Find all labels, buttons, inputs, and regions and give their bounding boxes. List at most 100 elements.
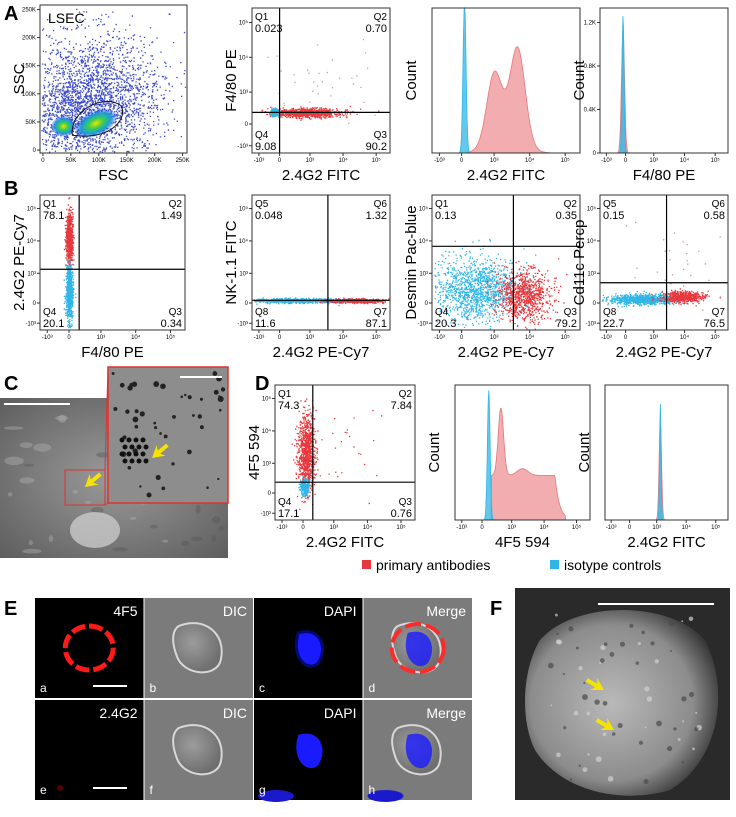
fenestra [146, 492, 152, 498]
y-tick-label: 10³ [239, 90, 248, 96]
x-axis-label: F4/80 PE [81, 344, 144, 361]
panel-label: F [490, 598, 502, 620]
quadrant-name: Q6 [712, 199, 726, 210]
sem-texture [19, 442, 33, 448]
tile-letter: c [259, 681, 265, 695]
sem-texture [84, 500, 91, 504]
y-tick-label: 200K [22, 36, 36, 42]
sem-texture [573, 710, 579, 716]
quadrant-value: 11.6 [255, 318, 276, 330]
tile-background [35, 598, 144, 698]
x-tick-label: -10³ [606, 525, 617, 531]
sem-texture [28, 539, 33, 546]
sem-texture [644, 726, 647, 729]
quadrant-value: 90.2 [366, 141, 387, 153]
fenestra [154, 426, 158, 430]
sem-texture [575, 646, 579, 650]
plot-area [40, 195, 185, 330]
quadrant-value: 17.1 [278, 508, 299, 520]
x-tick-label: 10⁵ [396, 524, 406, 531]
x-tick-label: 0 [460, 158, 464, 164]
x-tick-label: 10⁴ [525, 334, 535, 341]
sem-texture [617, 723, 623, 729]
quadrant-value: 0.048 [255, 210, 283, 222]
fenestra [119, 382, 125, 388]
plot-frame [274, 384, 416, 521]
sem-texture [556, 752, 561, 758]
fenestra [199, 397, 203, 401]
y-tick-label: 10⁴ [587, 238, 597, 245]
plot-frame [251, 7, 391, 154]
x-axis-label: 2.4G2 FITC [306, 534, 385, 551]
fenestra [172, 415, 176, 419]
quadrant-value: 79.2 [556, 318, 577, 330]
sem-texture [149, 524, 158, 529]
y-axis-label: Count [426, 432, 443, 473]
x-axis-label: F4/80 PE [633, 167, 696, 184]
sem-texture [22, 548, 42, 554]
tile-label: Merge [426, 603, 466, 619]
x-tick-label: 0 [278, 158, 282, 164]
y-tick-label: 10⁴ [419, 238, 429, 245]
x-tick-label: 10⁴ [680, 157, 690, 164]
quadrant-name: Q3 [564, 307, 578, 318]
micrograph-tile: DAPI c [254, 598, 363, 698]
y-tick-label: 10⁴ [27, 238, 37, 245]
fenestra [220, 387, 226, 392]
y-tick-label: 1.2K [584, 21, 596, 27]
x-tick-label: 10⁴ [338, 157, 348, 164]
x-tick-label: -10³ [277, 525, 288, 531]
x-tick-label: 0 [624, 335, 628, 341]
sem-texture [587, 753, 590, 756]
fenestra [155, 474, 161, 481]
tile-letter: d [369, 681, 376, 695]
quadrant-name: Q5 [603, 199, 617, 210]
tile-label: Merge [426, 705, 466, 721]
sem-texture [607, 775, 614, 782]
y-tick-label: -10³ [237, 321, 248, 327]
x-tick-label: 10⁵ [561, 334, 571, 341]
stain-blue-lower [367, 790, 404, 802]
x-axis-label: 2.4G2 PE-Cy7 [616, 344, 713, 361]
tile-letter: e [40, 783, 47, 797]
quadrant-name: Q2 [374, 12, 388, 23]
y-tick-label: 10⁵ [27, 206, 37, 213]
sem-texture [644, 686, 650, 692]
x-tick-label: 50K [66, 158, 77, 164]
fenestra [218, 395, 221, 398]
stain-blue [405, 631, 433, 667]
sieve-plate-pore [122, 458, 128, 464]
sem-texture [594, 699, 600, 705]
inset-background [107, 366, 229, 504]
plot-area [600, 8, 728, 153]
quadrant-value: 1.32 [366, 210, 387, 222]
x-tick-label: 10³ [329, 525, 338, 531]
x-tick-label: 0 [624, 158, 628, 164]
y-tick-label: 0 [593, 301, 597, 307]
quadrant-name: Q5 [255, 199, 269, 210]
sem-texture [694, 727, 699, 732]
sem-texture [582, 767, 588, 773]
legend: primary antibodies isotype controls [362, 557, 661, 573]
sem-texture [609, 652, 615, 657]
sem-texture [689, 692, 695, 698]
stain-red-faint [57, 785, 63, 791]
fenestra [153, 421, 157, 425]
plot-area [252, 8, 390, 153]
x-tick-label: 200K [148, 158, 162, 164]
sem-texture [112, 547, 128, 552]
quadrant-value: 0.13 [435, 210, 456, 222]
sem-texture [667, 746, 673, 752]
fenestra [218, 408, 222, 412]
x-tick-label: 0 [278, 335, 282, 341]
sem-image-c [0, 366, 229, 558]
quadrant-name: Q4 [435, 307, 449, 318]
y-axis-label: Count [571, 60, 588, 101]
plot-frame [599, 194, 729, 331]
sem-texture [688, 616, 694, 621]
plot-frame [251, 194, 391, 331]
sem-texture [681, 761, 684, 764]
sem-texture [563, 726, 567, 730]
